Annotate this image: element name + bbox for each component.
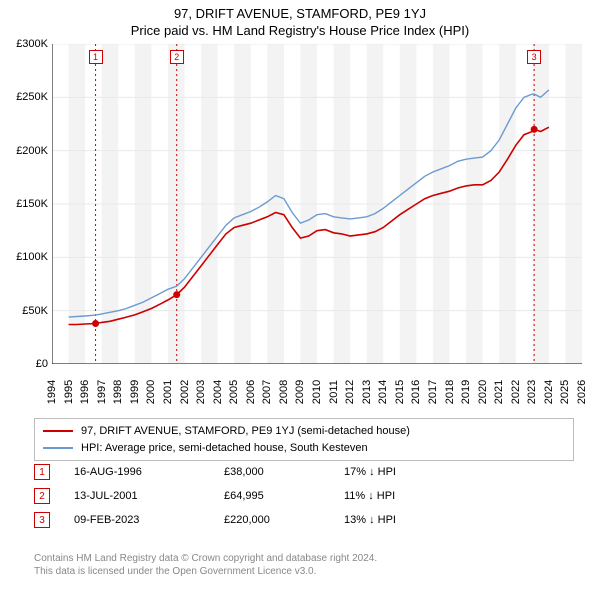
x-axis-labels: 1994199519961997199819992000200120022003… — [52, 364, 582, 404]
chart-svg — [52, 44, 582, 364]
x-tick-label: 2013 — [361, 380, 373, 404]
transaction-number: 1 — [34, 464, 50, 480]
legend-item: HPI: Average price, semi-detached house,… — [43, 440, 565, 457]
legend-label: HPI: Average price, semi-detached house,… — [81, 440, 368, 457]
chart-marker-3: 3 — [527, 50, 541, 64]
x-tick-label: 2006 — [245, 380, 257, 404]
transaction-diff: 17% ↓ HPI — [344, 466, 396, 478]
transaction-number: 3 — [34, 512, 50, 528]
attribution-text: Contains HM Land Registry data © Crown c… — [34, 552, 574, 578]
attribution-line1: Contains HM Land Registry data © Crown c… — [34, 552, 574, 565]
x-tick-label: 1998 — [112, 380, 124, 404]
chart-area: £0£50K£100K£150K£200K£250K£300K 123 1994… — [12, 44, 588, 404]
legend-swatch — [43, 430, 73, 432]
transaction-date: 16-AUG-1996 — [74, 466, 224, 478]
y-tick-label: £150K — [16, 198, 48, 210]
x-tick-label: 2016 — [410, 380, 422, 404]
y-tick-label: £50K — [22, 305, 48, 317]
y-axis-labels: £0£50K£100K£150K£200K£250K£300K — [12, 44, 52, 364]
x-tick-label: 2024 — [543, 380, 555, 404]
y-tick-label: £0 — [36, 358, 48, 370]
x-tick-label: 2000 — [145, 380, 157, 404]
legend-label: 97, DRIFT AVENUE, STAMFORD, PE9 1YJ (sem… — [81, 423, 410, 440]
x-tick-label: 1999 — [129, 380, 141, 404]
transaction-date: 09-FEB-2023 — [74, 514, 224, 526]
attribution-line2: This data is licensed under the Open Gov… — [34, 565, 574, 578]
y-tick-label: £200K — [16, 145, 48, 157]
transaction-row: 3 09-FEB-2023£220,00013% ↓ HPI — [34, 508, 574, 532]
transactions-table: 1 16-AUG-1996£38,00017% ↓ HPI 2 13-JUL-2001… — [34, 460, 574, 532]
x-tick-label: 2014 — [377, 380, 389, 404]
x-tick-label: 2002 — [179, 380, 191, 404]
x-tick-label: 2009 — [294, 380, 306, 404]
x-tick-label: 1995 — [63, 380, 75, 404]
y-tick-label: £300K — [16, 38, 48, 50]
y-tick-label: £100K — [16, 251, 48, 263]
legend: 97, DRIFT AVENUE, STAMFORD, PE9 1YJ (sem… — [34, 418, 574, 461]
transaction-number: 2 — [34, 488, 50, 504]
x-tick-label: 2026 — [576, 380, 588, 404]
y-tick-label: £250K — [16, 91, 48, 103]
transaction-price: £220,000 — [224, 514, 344, 526]
transaction-diff: 13% ↓ HPI — [344, 514, 396, 526]
x-tick-label: 2018 — [444, 380, 456, 404]
x-tick-label: 2008 — [278, 380, 290, 404]
legend-item: 97, DRIFT AVENUE, STAMFORD, PE9 1YJ (sem… — [43, 423, 565, 440]
page-title: 97, DRIFT AVENUE, STAMFORD, PE9 1YJ — [0, 6, 600, 21]
x-tick-label: 2011 — [328, 380, 340, 404]
x-tick-label: 2012 — [344, 380, 356, 404]
transaction-date: 13-JUL-2001 — [74, 490, 224, 502]
transaction-row: 1 16-AUG-1996£38,00017% ↓ HPI — [34, 460, 574, 484]
x-tick-label: 2020 — [477, 380, 489, 404]
x-tick-label: 2003 — [195, 380, 207, 404]
x-tick-label: 2015 — [394, 380, 406, 404]
x-tick-label: 1996 — [79, 380, 91, 404]
x-tick-label: 2007 — [261, 380, 273, 404]
transaction-row: 2 13-JUL-2001£64,99511% ↓ HPI — [34, 484, 574, 508]
x-tick-label: 2025 — [559, 380, 571, 404]
x-tick-label: 2022 — [510, 380, 522, 404]
x-tick-label: 2005 — [228, 380, 240, 404]
transaction-price: £64,995 — [224, 490, 344, 502]
x-tick-label: 1997 — [96, 380, 108, 404]
x-tick-label: 2004 — [212, 380, 224, 404]
chart-marker-2: 2 — [170, 50, 184, 64]
transaction-price: £38,000 — [224, 466, 344, 478]
chart-marker-1: 1 — [89, 50, 103, 64]
x-tick-label: 2023 — [526, 380, 538, 404]
x-tick-label: 2021 — [493, 380, 505, 404]
page-subtitle: Price paid vs. HM Land Registry's House … — [0, 23, 600, 38]
x-tick-label: 1994 — [46, 380, 58, 404]
x-tick-label: 2019 — [460, 380, 472, 404]
x-tick-label: 2001 — [162, 380, 174, 404]
x-tick-label: 2017 — [427, 380, 439, 404]
legend-swatch — [43, 447, 73, 449]
x-tick-label: 2010 — [311, 380, 323, 404]
transaction-diff: 11% ↓ HPI — [344, 490, 395, 502]
plot-area: 1 2 3 — [52, 44, 582, 364]
